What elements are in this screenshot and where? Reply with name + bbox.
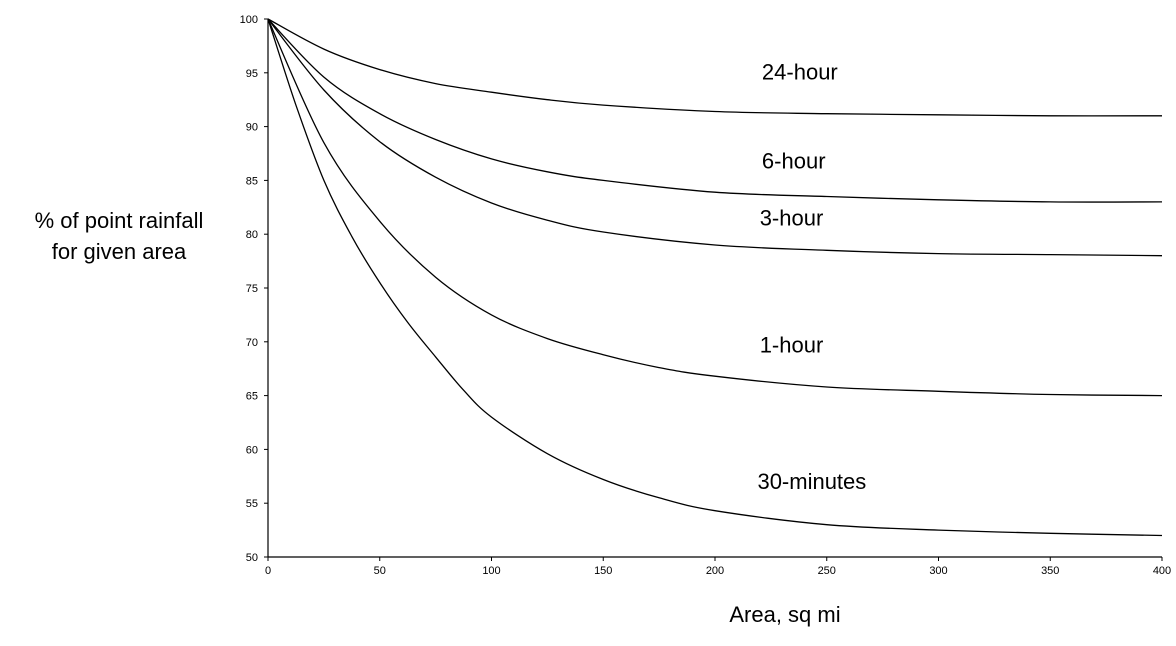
- x-tick-label: 400: [1153, 565, 1171, 577]
- series-line-1-hour: [267, 18, 1163, 397]
- y-tick-label: 75: [246, 283, 258, 295]
- series-line-30-minutes: [267, 18, 1163, 537]
- y-tick-label: 95: [246, 68, 258, 80]
- series-label-3-hour: 3-hour: [760, 206, 824, 231]
- x-tick-label: 150: [594, 565, 612, 577]
- y-tick-label: 55: [246, 498, 258, 510]
- series-label-30-minutes: 30-minutes: [757, 469, 866, 494]
- x-tick-label: 300: [929, 565, 947, 577]
- x-axis-title: Area, sq mi: [729, 602, 840, 627]
- axes: 50 55 60 65 70 75 80 85 90 95 100 0 50 100 150 200 250 30…: [240, 14, 1172, 577]
- x-tick-label: 350: [1041, 565, 1059, 577]
- series-label-6-hour: 6-hour: [762, 149, 826, 174]
- x-tick-label: 50: [374, 565, 386, 577]
- y-axis-title-line-1: % of point rainfall: [34, 208, 204, 233]
- y-tick-label: 90: [246, 122, 258, 134]
- y-axis-title: % of point rainfall for given area: [8, 205, 230, 267]
- series-line-24-hour: [267, 18, 1163, 117]
- y-axis-title-line-2: for given area: [51, 239, 187, 264]
- series-label-1-hour: 1-hour: [760, 333, 824, 358]
- y-tick-label: 80: [246, 229, 258, 241]
- series-labels: 24-hour 6-hour 3-hour 1-hour 30-minutes: [757, 59, 866, 494]
- series-label-24-hour: 24-hour: [762, 59, 838, 84]
- series-line-3-hour: [267, 18, 1163, 257]
- series-line-6-hour: [267, 18, 1163, 203]
- x-tick-label: 200: [706, 565, 724, 577]
- y-tick-label: 60: [246, 444, 258, 456]
- y-tick-label: 50: [246, 552, 258, 564]
- y-tick-label: 70: [246, 337, 258, 349]
- y-tick-label: 65: [246, 391, 258, 403]
- series-lines: [267, 18, 1163, 537]
- x-tick-label: 250: [818, 565, 836, 577]
- x-tick-label: 0: [265, 565, 271, 577]
- x-tick-label: 100: [482, 565, 500, 577]
- y-tick-label: 85: [246, 175, 258, 187]
- y-tick-label: 100: [240, 14, 258, 26]
